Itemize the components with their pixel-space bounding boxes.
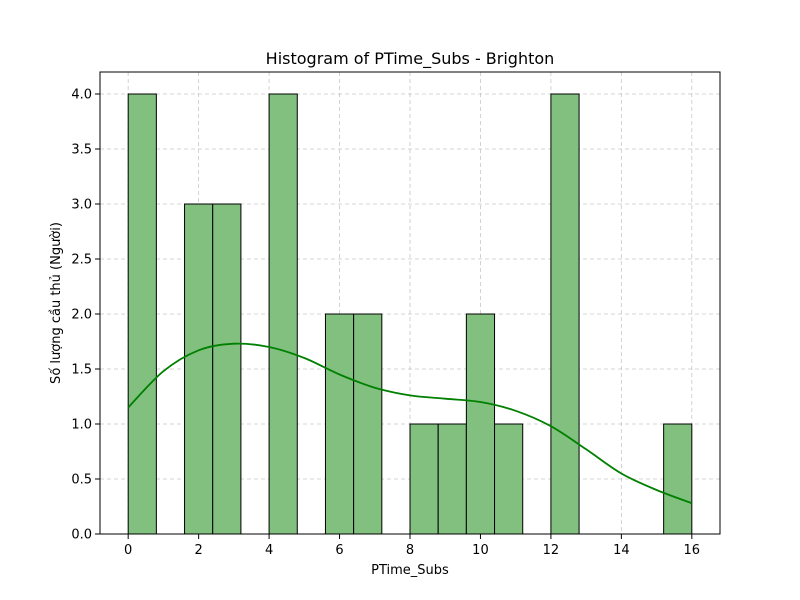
y-tick-label: 0.5 — [71, 473, 92, 488]
y-tick-label: 0.0 — [71, 528, 92, 543]
y-tick-label: 2.0 — [71, 308, 92, 323]
bars-layer — [127, 93, 693, 535]
y-tick-label: 3.0 — [71, 198, 92, 213]
histogram-bar — [324, 313, 355, 535]
histogram-bar — [268, 93, 298, 535]
histogram-bar — [127, 93, 157, 535]
kde-line — [127, 342, 693, 505]
histogram-bar — [353, 313, 383, 535]
histogram-bar — [550, 93, 580, 535]
x-tick-label: 14 — [613, 543, 630, 558]
x-axis-label: PTime_Subs — [371, 563, 449, 578]
histogram-bar — [184, 203, 214, 535]
x-tick-label: 0 — [124, 543, 132, 558]
x-tick-label: 4 — [265, 543, 273, 558]
chart-title: Histogram of PTime_Subs - Brighton — [266, 49, 555, 69]
y-tick-label: 1.5 — [71, 363, 92, 378]
y-tick-label: 4.0 — [71, 88, 92, 103]
histogram-bar — [465, 313, 496, 535]
y-tick-label: 3.5 — [71, 143, 92, 158]
x-tick-label: 6 — [335, 543, 343, 558]
histogram-bar — [663, 423, 693, 535]
histogram-bar — [437, 423, 467, 535]
ticks-layer: 0 2 4 6 8 10 12 14 16 0.0 0.5 1.0 1.5 2.0 2.5 3.0 3.5 4.0 — [71, 88, 700, 559]
y-tick-label: 1.0 — [71, 418, 92, 433]
x-tick-label: 10 — [472, 543, 489, 558]
x-tick-label: 12 — [543, 543, 560, 558]
x-tick-label: 2 — [194, 543, 202, 558]
histogram-bar — [494, 423, 524, 535]
x-tick-label: 16 — [684, 543, 701, 558]
histogram-bar — [409, 423, 439, 535]
histogram-bar — [212, 203, 242, 535]
y-axis-label: Số lượng cầu thủ (Người) — [49, 222, 64, 384]
y-tick-label: 2.5 — [71, 253, 92, 268]
x-tick-label: 8 — [406, 543, 414, 558]
